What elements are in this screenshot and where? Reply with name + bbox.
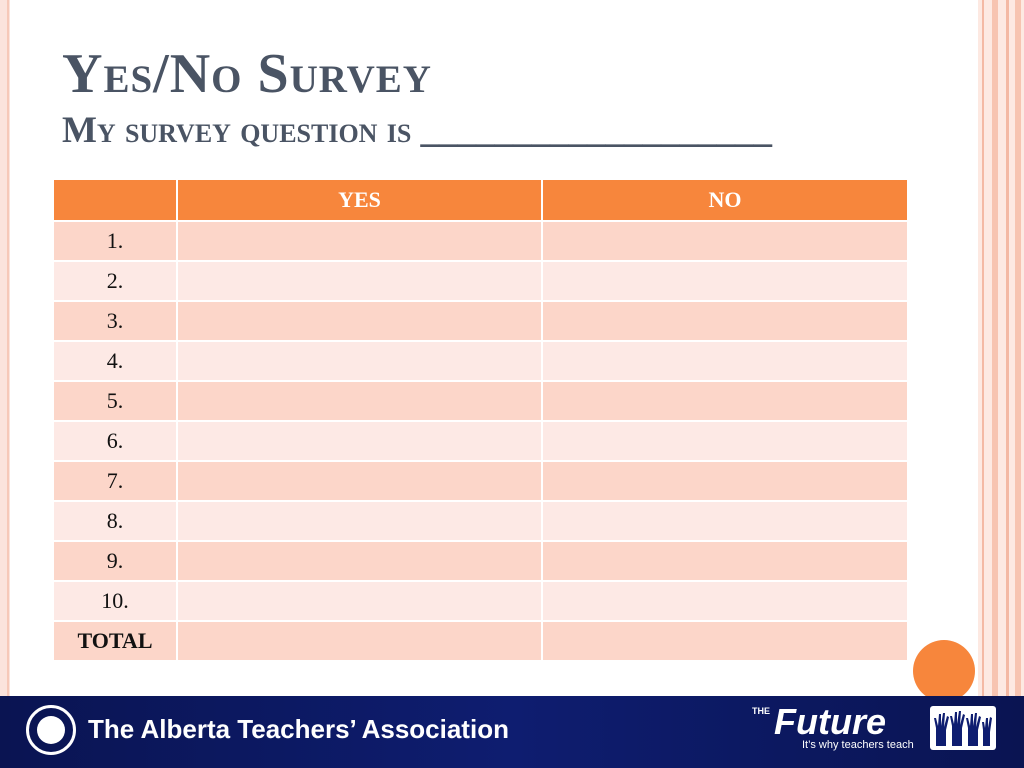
- future-logo: THE Future It’s why teachers teach: [752, 702, 1002, 762]
- row-label: 9.: [52, 540, 178, 582]
- no-cell[interactable]: [541, 460, 909, 502]
- row-label: 7.: [52, 460, 178, 502]
- total-label: TOTAL: [52, 620, 178, 662]
- no-total-cell[interactable]: [541, 620, 909, 662]
- table-row: 3.: [52, 300, 909, 342]
- table-row: 6.: [52, 420, 909, 462]
- future-word: Future: [774, 701, 886, 742]
- table-row: 10.: [52, 580, 909, 622]
- yes-cell[interactable]: [176, 460, 543, 502]
- header-yes-cell: YES: [176, 178, 543, 222]
- yes-cell[interactable]: [176, 540, 543, 582]
- row-label: 4.: [52, 340, 178, 382]
- row-label: 10.: [52, 580, 178, 622]
- table-row: 2.: [52, 260, 909, 302]
- left-border-stripe: [0, 0, 10, 696]
- no-cell[interactable]: [541, 540, 909, 582]
- no-cell[interactable]: [541, 580, 909, 622]
- row-label: 3.: [52, 300, 178, 342]
- decorative-orange-circle: [913, 640, 975, 702]
- no-cell[interactable]: [541, 420, 909, 462]
- seal-center: [37, 716, 65, 744]
- row-label: 2.: [52, 260, 178, 302]
- right-border-line: [1015, 0, 1021, 696]
- table-row: 1.: [52, 220, 909, 262]
- yes-cell[interactable]: [176, 340, 543, 382]
- yes-cell[interactable]: [176, 420, 543, 462]
- header-no-cell: NO: [541, 178, 909, 222]
- row-label: 5.: [52, 380, 178, 422]
- table-row: 8.: [52, 500, 909, 542]
- yes-cell[interactable]: [176, 500, 543, 542]
- table-row: 9.: [52, 540, 909, 582]
- yes-total-cell[interactable]: [176, 620, 543, 662]
- footer-banner: The Alberta Teachers’ Association THE Fu…: [0, 696, 1024, 768]
- yes-cell[interactable]: [176, 260, 543, 302]
- yes-cell[interactable]: [176, 380, 543, 422]
- yes-cell[interactable]: [176, 220, 543, 262]
- yes-cell[interactable]: [176, 580, 543, 622]
- no-cell[interactable]: [541, 380, 909, 422]
- right-border-line: [1006, 0, 1009, 696]
- header-number-cell: [52, 178, 178, 222]
- future-tagline: It’s why teachers teach: [802, 739, 914, 751]
- no-cell[interactable]: [541, 220, 909, 262]
- row-label: 1.: [52, 220, 178, 262]
- slide-subtitle: My survey question is __________________…: [62, 110, 773, 151]
- table-header-row: YES NO: [52, 178, 909, 222]
- total-row: TOTAL: [52, 620, 909, 662]
- no-cell[interactable]: [541, 340, 909, 382]
- future-prefix: THE: [752, 706, 770, 716]
- ata-seal-icon: [26, 705, 76, 755]
- no-cell[interactable]: [541, 500, 909, 542]
- raised-hands-icon: [930, 706, 996, 750]
- table-row: 4.: [52, 340, 909, 382]
- table-row: 5.: [52, 380, 909, 422]
- row-label: 8.: [52, 500, 178, 542]
- row-label: 6.: [52, 420, 178, 462]
- yes-cell[interactable]: [176, 300, 543, 342]
- no-cell[interactable]: [541, 300, 909, 342]
- left-border-line: [7, 0, 9, 696]
- right-border-line: [992, 0, 998, 696]
- right-border-line: [982, 0, 984, 696]
- no-cell[interactable]: [541, 260, 909, 302]
- association-name: The Alberta Teachers’ Association: [88, 714, 509, 744]
- survey-table: YES NO 1. 2. 3. 4. 5.: [52, 178, 909, 662]
- table-row: 7.: [52, 460, 909, 502]
- slide-title: Yes/No Survey: [62, 43, 432, 105]
